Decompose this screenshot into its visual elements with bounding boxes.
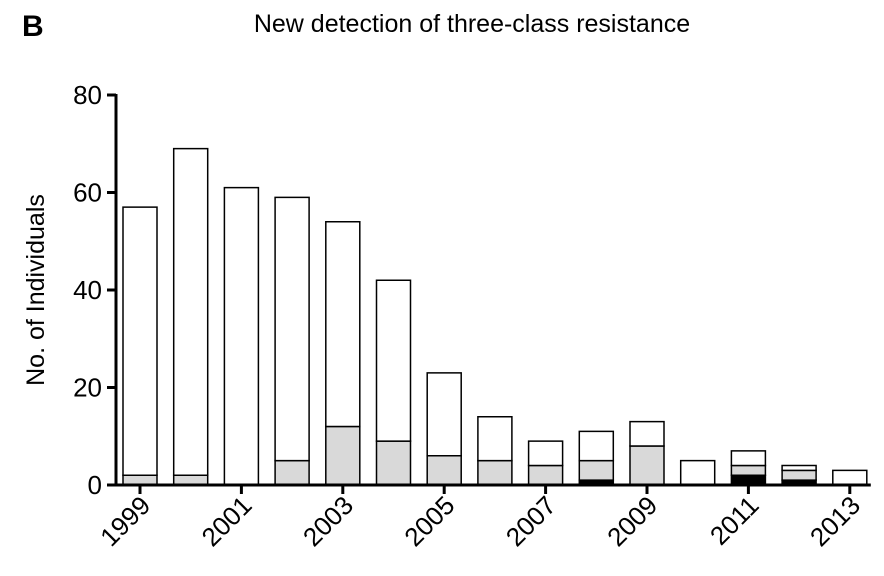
bar-segment (781, 469, 817, 481)
x-tick-label: 2001 (196, 490, 258, 552)
y-tick-label: 0 (88, 470, 102, 500)
bar-segment (325, 221, 361, 428)
bar-segment (274, 196, 310, 462)
x-tick-label: 2013 (804, 490, 866, 552)
bar-segment (477, 459, 513, 486)
bar-segment (477, 416, 513, 462)
y-tick-label: 40 (73, 275, 102, 305)
bar-segment (172, 147, 209, 476)
x-tick-label: 2007 (500, 490, 562, 552)
bar-segment (832, 469, 868, 486)
x-tick-label: 2005 (398, 490, 460, 552)
bar-segment (629, 445, 665, 486)
x-tick-label: 1999 (94, 490, 156, 552)
bar-segment (578, 430, 615, 462)
bar-segment (527, 440, 564, 467)
y-tick-label: 60 (73, 178, 102, 208)
bar-segment (578, 459, 615, 481)
bar-segment (730, 464, 767, 476)
bar-segment (426, 372, 462, 457)
bar-segment (527, 464, 564, 486)
x-tick-label: 2003 (297, 490, 359, 552)
bar-segment (223, 186, 260, 486)
y-tick-label: 20 (73, 373, 102, 403)
chart-title: New detection of three-class resistance (254, 10, 690, 38)
bar-segment (122, 206, 158, 476)
bar-segment (375, 279, 412, 442)
bar-segment (426, 455, 462, 486)
y-axis-label: No. of Individuals (22, 194, 50, 386)
bar-segment (274, 459, 310, 486)
panel-label: B (22, 10, 44, 43)
x-tick-label: 2011 (704, 490, 765, 551)
bar-segment (375, 440, 412, 486)
y-tick-label: 80 (73, 80, 102, 110)
x-tick-label: 2009 (601, 490, 663, 552)
bar-segment (730, 450, 767, 467)
bar-segment (781, 464, 817, 472)
bar-segment (629, 420, 665, 447)
bar-segment (679, 459, 716, 486)
bar-segment (325, 425, 361, 486)
